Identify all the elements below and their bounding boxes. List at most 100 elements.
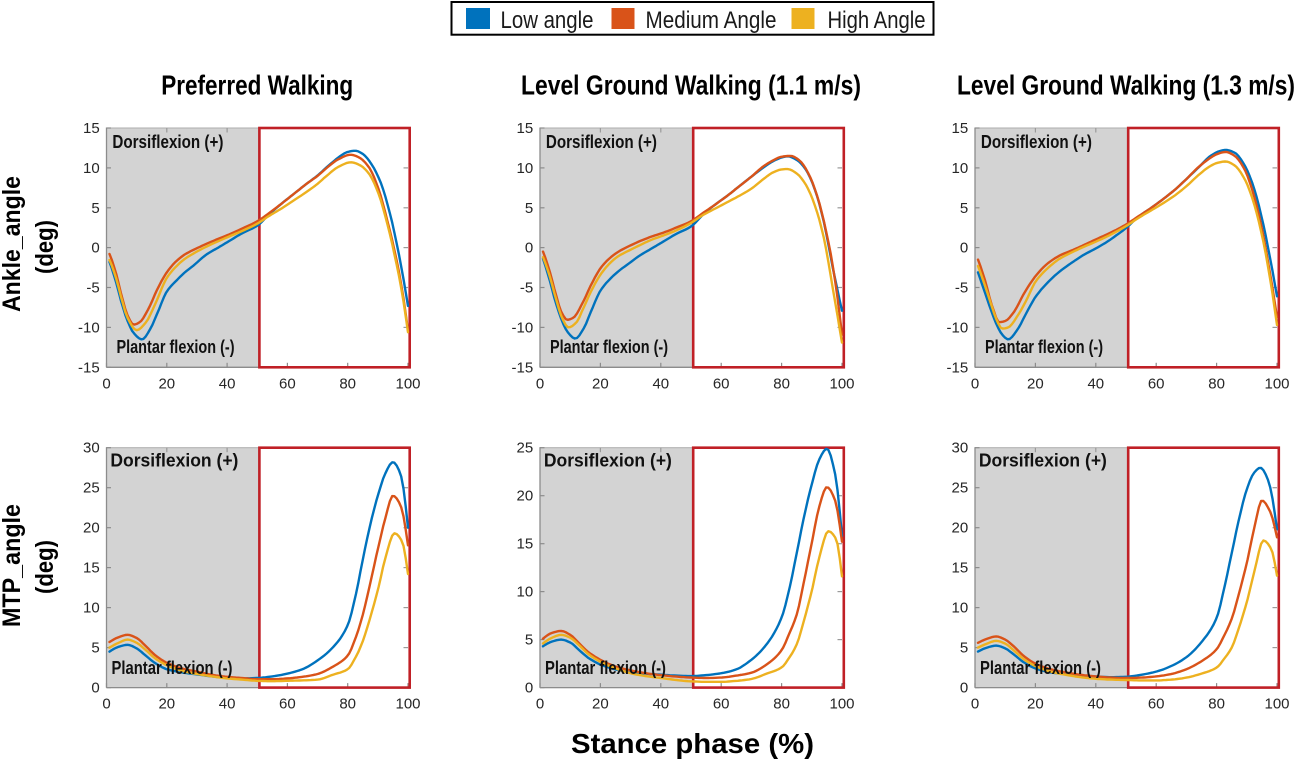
svg-text:100: 100	[829, 696, 854, 713]
svg-text:40: 40	[1087, 696, 1104, 713]
svg-text:Low angle: Low angle	[501, 7, 594, 34]
svg-text:40: 40	[219, 696, 236, 713]
svg-text:-15: -15	[78, 359, 100, 376]
svg-text:Dorsiflexion (+): Dorsiflexion (+)	[979, 450, 1107, 471]
svg-text:15: 15	[517, 536, 534, 553]
svg-text:100: 100	[395, 696, 420, 713]
svg-text:5: 5	[91, 640, 99, 657]
svg-text:60: 60	[279, 696, 296, 713]
svg-text:15: 15	[952, 560, 969, 577]
svg-text:10: 10	[83, 160, 100, 177]
svg-text:0: 0	[971, 375, 979, 392]
svg-text:5: 5	[960, 640, 968, 657]
svg-text:60: 60	[1148, 696, 1165, 713]
svg-text:80: 80	[339, 696, 356, 713]
svg-text:20: 20	[1027, 375, 1044, 392]
svg-text:Plantar flexion (-): Plantar flexion (-)	[112, 657, 233, 678]
svg-text:5: 5	[960, 200, 968, 217]
svg-text:Plantar flexion (-): Plantar flexion (-)	[985, 337, 1103, 357]
svg-text:40: 40	[219, 375, 236, 392]
svg-text:80: 80	[773, 375, 790, 392]
svg-text:10: 10	[952, 160, 969, 177]
svg-text:Level Ground Walking (1.1 m/s): Level Ground Walking (1.1 m/s)	[521, 70, 861, 101]
svg-text:-5: -5	[86, 280, 99, 297]
svg-text:-5: -5	[955, 280, 968, 297]
svg-text:0: 0	[91, 680, 99, 697]
svg-text:10: 10	[83, 600, 100, 617]
svg-text:60: 60	[1148, 375, 1165, 392]
svg-text:20: 20	[592, 375, 609, 392]
svg-text:Dorsiflexion (+): Dorsiflexion (+)	[981, 132, 1092, 152]
svg-text:0: 0	[536, 375, 544, 392]
svg-text:-15: -15	[947, 359, 969, 376]
svg-text:-10: -10	[512, 319, 534, 336]
svg-text:0: 0	[525, 680, 533, 697]
svg-text:20: 20	[517, 488, 534, 505]
svg-text:0: 0	[525, 240, 533, 257]
svg-text:60: 60	[713, 375, 730, 392]
svg-text:0: 0	[536, 696, 544, 713]
svg-text:Dorsiflexion (+): Dorsiflexion (+)	[544, 450, 672, 471]
svg-text:20: 20	[158, 696, 175, 713]
svg-text:Stance phase (%): Stance phase (%)	[571, 728, 814, 759]
svg-text:Plantar flexion (-): Plantar flexion (-)	[550, 337, 668, 357]
svg-text:5: 5	[525, 632, 533, 649]
svg-text:30: 30	[952, 440, 969, 457]
svg-text:5: 5	[91, 200, 99, 217]
svg-text:Preferred Walking: Preferred Walking	[161, 70, 353, 101]
svg-text:100: 100	[829, 375, 854, 392]
svg-text:Medium Angle: Medium Angle	[646, 7, 777, 34]
svg-text:60: 60	[713, 696, 730, 713]
svg-text:100: 100	[1264, 375, 1289, 392]
svg-text:10: 10	[517, 584, 534, 601]
svg-text:0: 0	[102, 375, 110, 392]
svg-text:40: 40	[652, 375, 669, 392]
svg-text:0: 0	[960, 240, 968, 257]
svg-text:80: 80	[773, 696, 790, 713]
svg-text:10: 10	[952, 600, 969, 617]
svg-text:20: 20	[158, 375, 175, 392]
svg-text:20: 20	[592, 696, 609, 713]
svg-text:MTP_angle: MTP_angle	[0, 504, 26, 627]
svg-text:20: 20	[952, 520, 969, 537]
svg-text:25: 25	[83, 480, 100, 497]
svg-text:Plantar flexion (-): Plantar flexion (-)	[545, 657, 666, 678]
svg-text:100: 100	[395, 375, 420, 392]
svg-text:60: 60	[279, 375, 296, 392]
svg-text:High Angle: High Angle	[828, 7, 926, 34]
svg-text:25: 25	[517, 440, 534, 457]
svg-text:Plantar flexion (-): Plantar flexion (-)	[117, 337, 235, 357]
svg-text:(deg): (deg)	[31, 220, 59, 274]
svg-text:0: 0	[91, 240, 99, 257]
svg-text:Level Ground Walking (1.3 m/s): Level Ground Walking (1.3 m/s)	[957, 70, 1295, 101]
svg-text:20: 20	[83, 520, 100, 537]
svg-text:0: 0	[102, 696, 110, 713]
svg-text:-5: -5	[520, 280, 533, 297]
svg-text:80: 80	[1208, 375, 1225, 392]
svg-text:20: 20	[1027, 696, 1044, 713]
svg-text:15: 15	[517, 120, 534, 137]
svg-text:Plantar flexion (-): Plantar flexion (-)	[980, 657, 1101, 678]
svg-text:15: 15	[952, 120, 969, 137]
svg-text:(deg): (deg)	[31, 540, 59, 594]
svg-text:5: 5	[525, 200, 533, 217]
svg-text:0: 0	[960, 680, 968, 697]
svg-text:Dorsiflexion (+): Dorsiflexion (+)	[546, 132, 657, 152]
svg-text:-10: -10	[947, 319, 969, 336]
svg-text:40: 40	[652, 696, 669, 713]
svg-text:Dorsiflexion (+): Dorsiflexion (+)	[112, 132, 223, 152]
svg-text:10: 10	[517, 160, 534, 177]
svg-text:-10: -10	[78, 319, 100, 336]
svg-text:40: 40	[1087, 375, 1104, 392]
svg-text:15: 15	[83, 120, 100, 137]
svg-text:80: 80	[339, 375, 356, 392]
svg-text:Dorsiflexion (+): Dorsiflexion (+)	[110, 450, 238, 471]
svg-text:25: 25	[952, 480, 969, 497]
svg-text:80: 80	[1208, 696, 1225, 713]
svg-text:-15: -15	[512, 359, 534, 376]
svg-text:30: 30	[83, 440, 100, 457]
svg-text:Ankle_angle: Ankle_angle	[0, 176, 26, 312]
svg-text:100: 100	[1264, 696, 1289, 713]
svg-text:15: 15	[83, 560, 100, 577]
svg-text:0: 0	[971, 696, 979, 713]
